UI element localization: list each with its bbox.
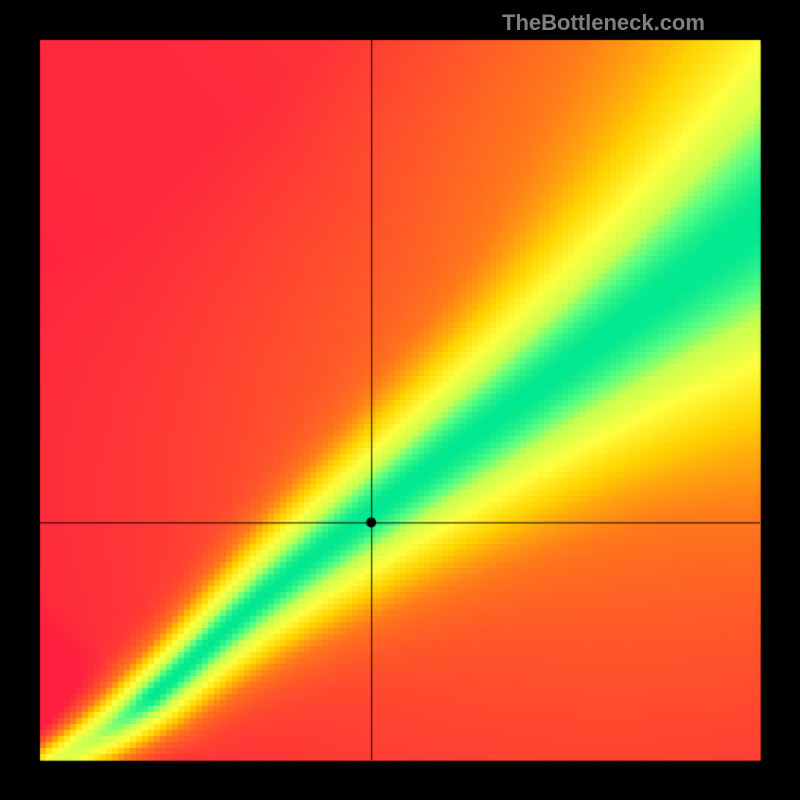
- watermark-text: TheBottleneck.com: [502, 10, 705, 36]
- bottleneck-heatmap: [0, 0, 800, 800]
